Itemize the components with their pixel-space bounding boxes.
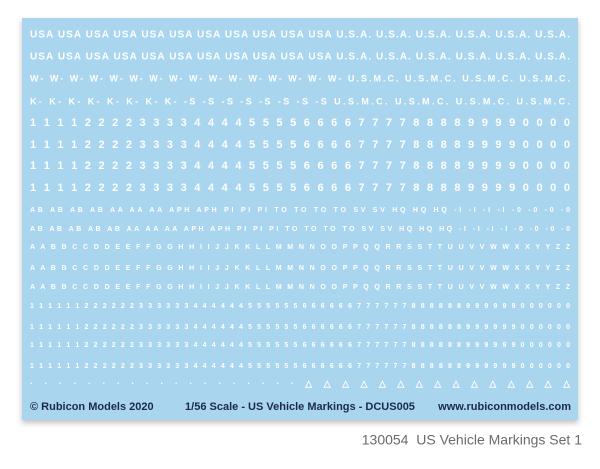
decal-row: 1 1 1 1 1 1 2 2 2 2 2 2 3 3 3 3 3 3 4 4 … — [30, 342, 570, 349]
decal-row: W- W- W- W- W- W- W- W- W- W- W- W- W- W… — [30, 73, 570, 83]
footer-left: © Rubicon Models 2020 — [30, 401, 154, 413]
decal-row: A A B B C C D D E E F F G G H H I I J J … — [30, 244, 571, 251]
decal-row: USA USA USA USA USA USA USA USA USA USA … — [30, 30, 570, 41]
decal-row: A A B B C C D D E E F F G G H H I I J J … — [30, 265, 571, 272]
decal-sheet — [22, 18, 578, 420]
decal-row: AB AB AB AB AA AA AA APH APH PI PI PI TO… — [30, 207, 570, 214]
decal-row: 1 1 1 1 1 1 2 2 2 2 2 2 3 3 3 3 3 3 4 4 … — [30, 303, 570, 310]
decal-row: AB AB AB AB AB AA AA AA APH APH PI PI PI… — [30, 226, 570, 233]
decal-row: A A B B C C D D E E F F G G H H I I J J … — [30, 284, 571, 291]
footer-right: www.rubiconmodels.com — [437, 401, 571, 413]
decal-row: · · · · · · · · · · · · · · · · · · · △ … — [30, 378, 571, 388]
caption: 130054 US Vehicle Markings Set 1 — [362, 432, 582, 448]
decal-row: 1 1 1 1 1 1 2 2 2 2 2 2 3 3 3 3 3 3 4 4 … — [30, 324, 570, 331]
decal-row: 1 1 1 1 1 1 2 2 2 2 2 2 3 3 3 3 3 3 4 4 … — [30, 363, 570, 370]
footer-center: 1/56 Scale - US Vehicle Markings - DCUS0… — [185, 401, 415, 413]
decal-row: USA USA USA USA USA USA USA USA USA USA … — [30, 52, 570, 63]
